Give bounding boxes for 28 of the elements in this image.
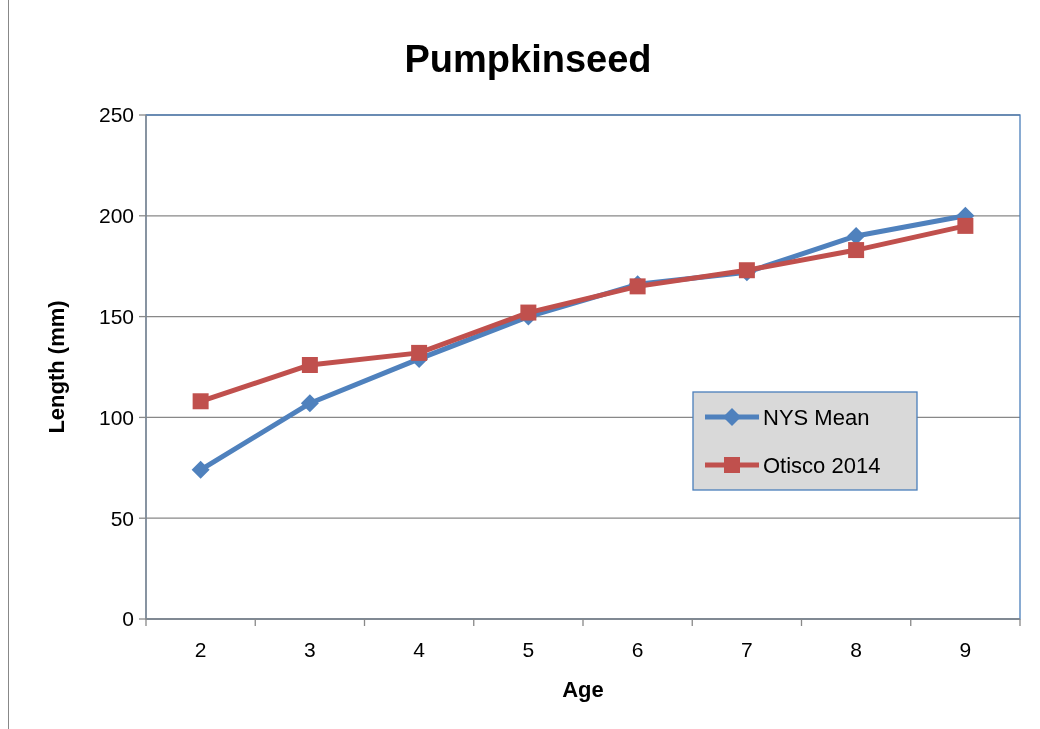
point (957, 217, 974, 234)
point (191, 460, 210, 479)
y-tick-label: 0 (122, 607, 134, 631)
point (520, 304, 537, 321)
x-tick-label: 3 (304, 638, 316, 661)
x-tick-label: 9 (959, 638, 972, 661)
legend-label: NYS Mean (763, 404, 870, 430)
y-tick-label: 100 (98, 405, 134, 429)
y-tick-label: 150 (98, 304, 134, 328)
point (301, 356, 318, 373)
x-tick-label: 2 (194, 638, 207, 661)
x-tick-label: 8 (850, 638, 862, 661)
x-tick-label: 4 (413, 638, 426, 661)
legend-label: Otisco 2014 (763, 452, 881, 478)
point (848, 242, 865, 259)
x-axis-title: Age (562, 677, 604, 702)
point (411, 344, 428, 361)
y-tick-label: 250 (98, 103, 134, 127)
point (847, 226, 866, 245)
x-tick-label: 7 (741, 638, 753, 661)
point (300, 394, 319, 413)
y-axis-title: Length (mm) (44, 300, 69, 434)
y-tick-label: 200 (98, 204, 134, 228)
chart-title: Pumpkinseed (404, 38, 652, 80)
x-tick-label: 6 (631, 638, 644, 661)
x-tick-label: 5 (522, 638, 535, 661)
point (192, 393, 209, 410)
y-tick-label: 50 (110, 506, 134, 530)
